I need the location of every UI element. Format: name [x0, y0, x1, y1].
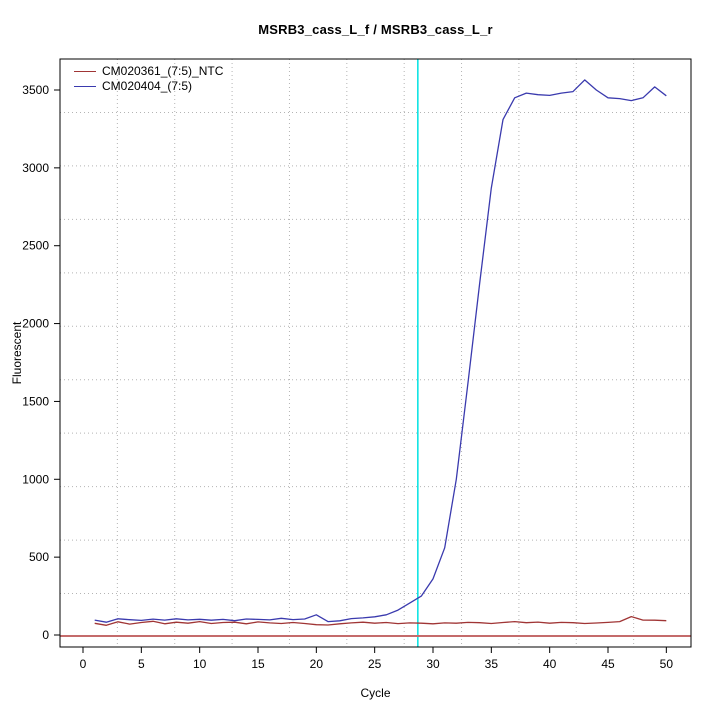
legend-line-sample-ntc	[74, 71, 96, 72]
y-axis-tick-label: 3000	[22, 161, 49, 175]
y-axis-tick-label: 500	[29, 550, 49, 564]
x-axis-tick-label: 35	[485, 657, 499, 671]
chart-title: MSRB3_cass_L_f / MSRB3_cass_L_r	[258, 22, 493, 37]
x-axis-tick-label: 15	[251, 657, 265, 671]
x-axis-tick-label: 30	[426, 657, 440, 671]
x-axis-tick-label: 45	[601, 657, 615, 671]
legend-line-sample	[74, 86, 96, 87]
series-curve-CM020361-7-5-NTC	[94, 615, 667, 626]
y-axis-tick-label: 2000	[22, 317, 49, 331]
y-axis-tick-label: 2500	[22, 239, 49, 253]
x-axis-tick-label: 10	[193, 657, 207, 671]
legend-label-sample: CM020404_(7:5)	[102, 79, 193, 93]
y-axis-tick-label: 3500	[22, 83, 49, 97]
x-axis-tick-label: 25	[368, 657, 382, 671]
y-axis-tick-label: 0	[42, 628, 49, 642]
x-axis-tick-label: 5	[138, 657, 145, 671]
x-axis-title: Cycle	[360, 686, 391, 700]
legend-item-ntc: CM020361_(7:5)_NTC	[74, 64, 223, 79]
plot-box	[59, 58, 692, 648]
y-axis-tick-label: 1500	[22, 394, 49, 408]
x-axis-tick-label: 40	[543, 657, 557, 671]
y-axis-tick-label: 1000	[22, 472, 49, 486]
series-curve-CM020404-7-5-	[94, 79, 667, 623]
y-axis-title: Fluorescent	[10, 321, 24, 385]
legend-label-ntc: CM020361_(7:5)_NTC	[102, 64, 224, 78]
x-axis-tick-label: 0	[80, 657, 87, 671]
legend: CM020361_(7:5)_NTC CM020404_(7:5)	[74, 64, 223, 94]
x-axis-tick-label: 20	[310, 657, 324, 671]
legend-item-sample: CM020404_(7:5)	[74, 79, 223, 94]
x-axis-tick-label: 50	[660, 657, 674, 671]
